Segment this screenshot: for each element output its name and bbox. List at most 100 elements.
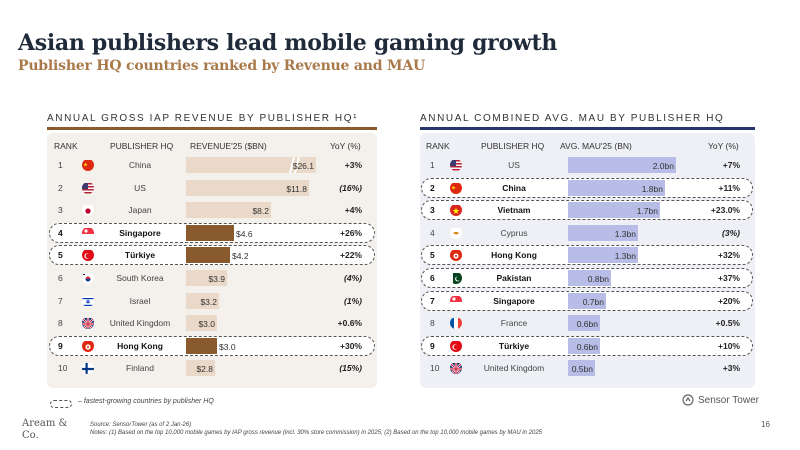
singapore-flag-icon [450,295,462,307]
country-cell: China [128,160,152,170]
bar [186,315,217,332]
right-hq-header: PUBLISHER HQ [481,141,545,151]
bar [568,315,600,332]
table-row: 2 China 1.8bn +11% [0,178,800,198]
country-cell: Hong Kong [491,250,537,261]
rank-cell: 2 [58,182,63,193]
country-cell: China [502,182,526,193]
table-row: 8 France 0.6bn +0.5% [0,313,800,333]
bar-value-label: $2.8 [196,364,213,375]
bar-value-label: $4.6 [236,228,253,239]
yoy-cell: +26% [340,227,362,238]
bar-value-label: $4.2 [232,251,249,262]
bar-value-label: 0.6bn [576,319,598,330]
bar-value-label: $3.9 [208,274,225,284]
right-panel-rule [420,127,755,130]
table-row: 7 Singapore 0.7bn +20% [0,291,800,311]
yoy-cell: (1%) [344,295,362,306]
yoy-cell: +32% [718,250,740,261]
china-flag-icon [82,159,94,171]
table-row: 8 United Kingdom $3.0 +0.6% [0,313,800,333]
table-row: 10 United Kingdom 0.5bn +3% [0,358,800,378]
logo-line-2: Co. [22,430,39,441]
bar-value-label: 1.8bn [641,183,663,194]
country-cell: Finland [126,363,154,374]
bar [568,247,638,264]
rank-cell: 2 [430,182,435,193]
yoy-cell: +10% [718,340,740,351]
yoy-cell: (15%) [339,363,362,374]
left-panel-rule [47,127,377,130]
china-flag-icon [450,182,462,194]
bar [186,247,230,264]
left-rank-header: RANK [54,141,78,151]
page-number: 16 [761,420,770,429]
country-cell: Vietnam [497,205,531,216]
country-cell: South Korea [116,273,164,283]
bar-value-label: 0.5bn [571,364,593,375]
table-row: 2 US $11.8 (16%) [0,178,800,198]
legend-swatch [50,400,72,408]
right-value-header: AVG. MAU'25 (BN) [560,141,632,151]
uk-flag-icon [82,317,94,330]
left-yoy-header: YoY (%) [330,141,361,151]
bar [568,202,660,219]
sensor-tower-logo-icon [682,394,694,406]
bar [186,292,219,309]
right-rank-header: RANK [426,141,450,151]
table-row: 9 Hong Kong $3.0 +30% [0,336,800,356]
bar-value-label: 0.7bn [582,296,604,307]
yoy-cell: (3%) [722,227,740,238]
bar-value-label: 1.3bn [614,251,636,262]
bar [568,337,600,354]
bar-value-label: 0.6bn [576,341,598,352]
table-row: 4 Singapore $4.6 +26% [0,223,800,243]
table-row: 3 Japan $8.2 +4% [0,200,800,220]
yoy-cell: +23.0% [710,205,740,216]
yoy-cell: +4% [344,205,362,216]
pakistan-flag-icon [450,272,462,284]
bar [568,157,676,173]
bar [186,179,309,196]
bar-value-label: 0.8bn [587,274,609,284]
country-cell: Türkiye [124,250,156,261]
country-cell: Cyprus [500,227,528,238]
country-cell: Pakistan [496,273,532,283]
table-row: 9 Türkiye 0.6bn +10% [0,336,800,356]
bar-value-label: $3.0 [219,341,236,352]
yoy-cell: +7% [722,160,740,170]
bar [186,270,227,286]
bar [568,179,665,196]
sensor-tower-brand: Sensor Tower [682,394,759,406]
israel-flag-icon [82,295,94,307]
source-note: Source: SensorTower (as of 2 Jan-26) [90,422,192,428]
legend-text: – fastest-growing countries by publisher… [78,398,214,405]
yoy-cell: +3% [344,160,362,170]
bar [186,157,316,173]
rank-cell: 5 [430,250,435,261]
country-cell: US [508,160,520,170]
rank-cell: 4 [430,227,435,238]
rank-cell: 3 [58,205,63,216]
page-subtitle: Publisher HQ countries ranked by Revenue… [18,58,425,74]
rank-cell: 10 [58,363,68,374]
yoy-cell: +11% [718,182,740,193]
rank-cell: 8 [58,318,63,329]
yoy-cell: (4%) [344,273,362,283]
bar-value-label: $8.2 [252,206,269,217]
yoy-cell: (16%) [339,182,362,193]
sensor-tower-label: Sensor Tower [698,394,759,406]
hong-kong-flag-icon [450,249,462,262]
right-panel-title: ANNUAL COMBINED AVG. MAU BY PUBLISHER HQ [420,113,725,124]
country-cell: Israel [129,295,151,306]
yoy-cell: +30% [340,340,362,351]
hong-kong-flag-icon [82,340,94,352]
left-value-header: REVENUE'25 ($BN) [190,141,267,151]
table-row: 4 Cyprus 1.3bn (3%) [0,223,800,243]
right-yoy-header: YoY (%) [708,141,739,151]
yoy-cell: +0.5% [715,318,740,329]
left-hq-header: PUBLISHER HQ [110,141,174,151]
table-row: 10 Finland $2.8 (15%) [0,358,800,378]
rank-cell: 9 [58,340,63,351]
bar-value-label: $26.1 [292,161,314,171]
